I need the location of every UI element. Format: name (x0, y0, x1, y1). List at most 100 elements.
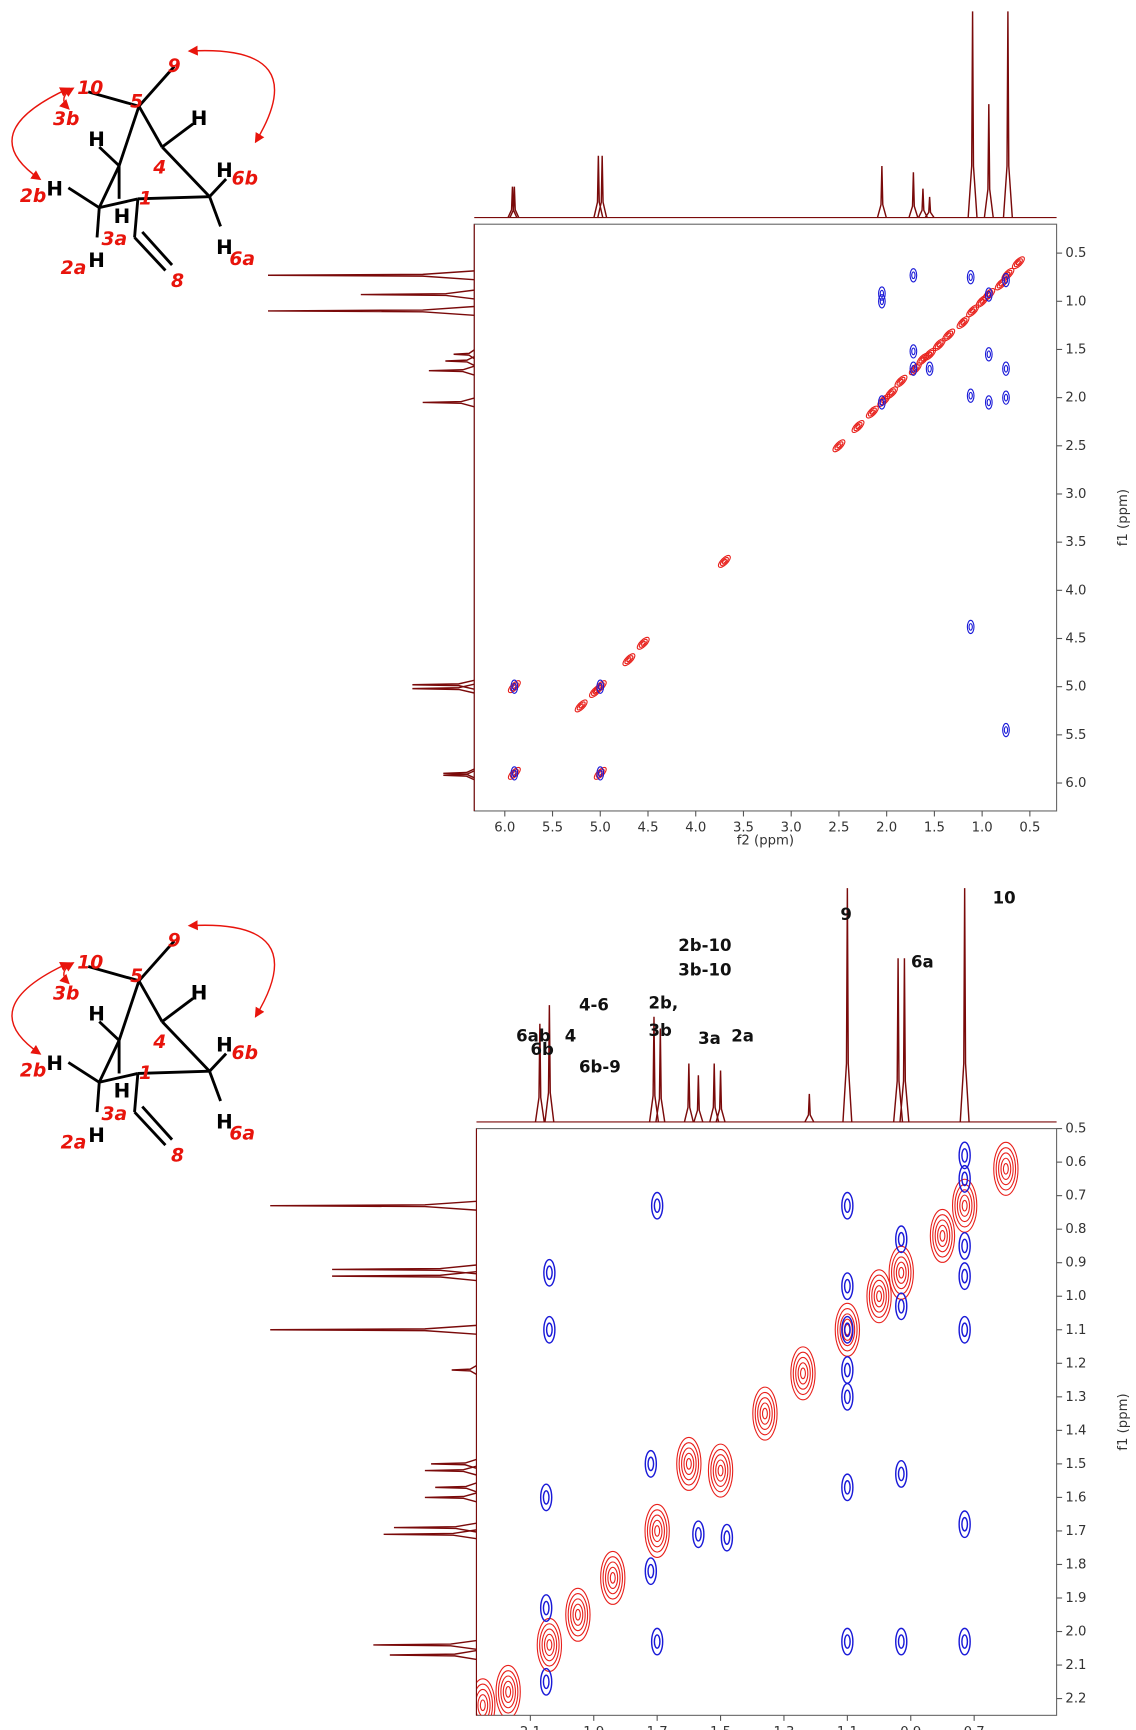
contour-ring (542, 1490, 550, 1505)
cross-peak (958, 1231, 971, 1260)
y-axis-label: f1 (ppm) (1116, 1393, 1131, 1450)
contour-ring (843, 1480, 851, 1495)
y-tick-label: 1.4 (1065, 1423, 1086, 1438)
y-tick-label: 1.9 (1065, 1591, 1086, 1606)
cross-peak (958, 1141, 971, 1170)
atom-label: H (191, 982, 208, 1005)
contour-ring (927, 364, 932, 373)
cross-peak (984, 395, 993, 410)
contour-ring (495, 1664, 521, 1716)
top-projection-peak (892, 958, 904, 1123)
x-tick-label: 5.0 (590, 821, 611, 836)
cross-peak (507, 680, 521, 694)
bond (137, 195, 210, 201)
cross-peak (596, 766, 605, 781)
contour-ring (995, 1147, 1017, 1191)
contour-ring (841, 1382, 854, 1411)
bond (133, 1111, 167, 1147)
atom-label: H (114, 1080, 131, 1103)
contour-ring (979, 298, 985, 304)
cross-peak (644, 1449, 658, 1478)
contour-ring (898, 1266, 905, 1279)
cross-peak (966, 388, 975, 403)
cross-peak (707, 1443, 734, 1498)
x-tick-label: 1.5 (924, 821, 945, 836)
y-tick-label: 2.1 (1065, 1658, 1086, 1673)
bond (137, 105, 164, 148)
contour-ring (895, 1225, 908, 1254)
contour-ring (574, 699, 588, 713)
cross-peak (958, 1164, 971, 1193)
contour-ring (1013, 258, 1023, 268)
bond (208, 1070, 222, 1102)
nOe-arrow (59, 87, 75, 110)
contour-ring (960, 319, 966, 326)
contour-ring (878, 294, 886, 309)
contour-ring (958, 1164, 971, 1193)
atom-label: 3b (53, 984, 79, 1005)
cross-peak-label: 3b-10 (678, 960, 731, 979)
cross-peak-label: 6b-9 (579, 1057, 621, 1076)
top-projection-peak (534, 1023, 545, 1123)
y-tick-label: 3.5 (1065, 535, 1086, 550)
contour-ring (1015, 260, 1021, 266)
contour-ring (543, 1258, 556, 1287)
contour-ring (795, 1356, 811, 1390)
bond (133, 1073, 140, 1113)
y-tick-label: 1.1 (1065, 1323, 1086, 1338)
contour-ring (576, 701, 586, 711)
contour-ring (567, 1593, 589, 1637)
atom-label: 3b (53, 109, 79, 130)
cross-peak (543, 1258, 556, 1287)
bond (98, 197, 139, 210)
contour-ring (932, 1214, 953, 1258)
cross-peak (1002, 722, 1010, 738)
contour-ring (800, 1367, 806, 1380)
bond (161, 146, 211, 198)
contour-ring (984, 287, 993, 302)
contour-ring (954, 1183, 975, 1228)
atom-label: 3a (101, 229, 127, 250)
atom-label: 9 (168, 931, 181, 952)
x-tick-label: 1.3 (773, 1725, 794, 1730)
contour-ring (545, 1265, 553, 1281)
atom-label: 2b (20, 186, 46, 207)
bond (98, 1020, 121, 1042)
contour-ring (841, 1627, 854, 1656)
contour-ring (839, 1313, 856, 1347)
peak-label: 9 (840, 905, 852, 924)
contour-ring (596, 766, 605, 781)
cross-peak (895, 1459, 908, 1488)
contour-ring (598, 769, 603, 778)
bond (67, 186, 101, 209)
top-projection-peak (876, 166, 887, 218)
contour-ring (843, 1362, 851, 1378)
y-tick-label: 5.0 (1065, 680, 1086, 695)
x-tick-label: 4.5 (637, 821, 658, 836)
contour-ring (565, 1587, 591, 1642)
cross-peak (951, 1178, 978, 1233)
contour-ring (647, 1456, 655, 1472)
contour-ring (961, 1171, 969, 1187)
nOe-arrow (187, 920, 276, 1018)
contour-ring (934, 1219, 951, 1253)
contour-ring (879, 398, 885, 407)
top-projection-peak (924, 196, 935, 218)
contour-ring (759, 1402, 771, 1425)
contour-ring (539, 1667, 553, 1696)
atom-label: 1 (139, 188, 152, 209)
contour-ring (710, 1448, 731, 1493)
contour-ring (1003, 726, 1009, 734)
contour-ring (476, 1678, 496, 1716)
contour-ring (970, 308, 976, 314)
atom-label: 9 (168, 56, 181, 77)
top-projection-peak (1002, 11, 1014, 218)
left-projection-peak (360, 289, 475, 300)
bond (137, 65, 176, 108)
contour-ring (653, 1634, 661, 1649)
cross-peak (600, 1550, 626, 1605)
contour-ring (871, 1279, 887, 1313)
contour-ring (936, 342, 942, 348)
